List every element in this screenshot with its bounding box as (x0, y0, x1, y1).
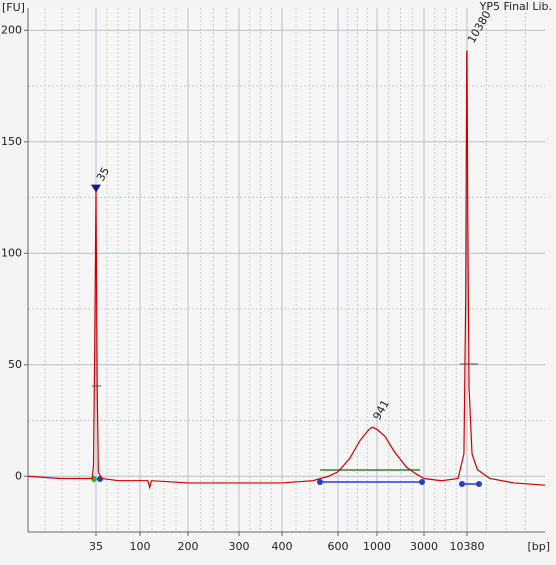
y-tick-label: 0 (15, 469, 22, 482)
x-tick-label: 1000 (363, 540, 391, 553)
marker-dot (476, 481, 482, 487)
y-tick-label: 200 (1, 23, 22, 36)
marker-dot (459, 481, 465, 487)
y-axis-label: [FU] (2, 1, 25, 14)
peak-marker (91, 184, 101, 193)
marker-dot (317, 479, 323, 485)
grid (28, 8, 545, 532)
trace (27, 50, 546, 490)
y-tick-label: 100 (1, 246, 22, 259)
x-tick-label: 3000 (410, 540, 438, 553)
x-tick-label: 300 (229, 540, 250, 553)
peak-label: 35 (94, 165, 112, 184)
x-tick-label: 10380 (450, 540, 485, 553)
x-tick-label: 600 (328, 540, 349, 553)
plot-area (28, 8, 545, 532)
x-axis-label: [bp] (527, 540, 550, 553)
marker-dot (419, 479, 425, 485)
x-tick-label: 100 (130, 540, 151, 553)
y-tick-label: 150 (1, 135, 22, 148)
x-tick-label: 35 (89, 540, 103, 553)
x-tick-label: 200 (178, 540, 199, 553)
chart-title: YP5 Final Lib. (479, 0, 552, 13)
x-tick-label: 400 (272, 540, 293, 553)
y-tick-label: 50 (8, 358, 22, 371)
